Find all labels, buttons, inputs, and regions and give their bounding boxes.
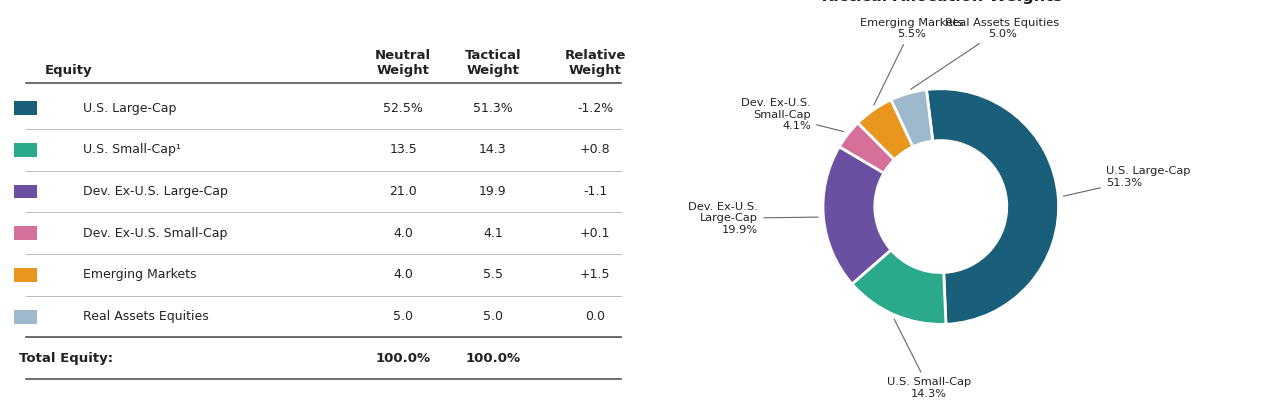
Text: Dev. Ex-U.S.
Small-Cap
4.1%: Dev. Ex-U.S. Small-Cap 4.1%	[741, 98, 844, 132]
Bar	[14, 310, 37, 324]
Text: Real Assets Equities: Real Assets Equities	[83, 310, 209, 323]
Text: 100.0%: 100.0%	[465, 352, 521, 365]
Text: Neutral
Weight: Neutral Weight	[375, 49, 431, 77]
Text: 4.0: 4.0	[393, 269, 413, 281]
Text: -1.1: -1.1	[584, 185, 607, 198]
Text: Relative
Weight: Relative Weight	[564, 49, 626, 77]
Text: Emerging Markets
5.5%: Emerging Markets 5.5%	[860, 18, 963, 105]
Text: -1.2%: -1.2%	[577, 102, 613, 115]
Text: 5.0: 5.0	[393, 310, 413, 323]
Text: Dev. Ex-U.S. Large-Cap: Dev. Ex-U.S. Large-Cap	[83, 185, 228, 198]
Text: Emerging Markets: Emerging Markets	[83, 269, 197, 281]
Bar	[14, 226, 37, 240]
Text: U.S. Large-Cap: U.S. Large-Cap	[83, 102, 177, 115]
Text: 21.0: 21.0	[389, 185, 417, 198]
Text: 4.1: 4.1	[483, 227, 503, 240]
Text: +1.5: +1.5	[580, 269, 611, 281]
Text: 14.3: 14.3	[479, 143, 507, 156]
Bar	[14, 185, 37, 198]
Text: U.S. Small-Cap
14.3%: U.S. Small-Cap 14.3%	[887, 319, 972, 399]
Text: 5.5: 5.5	[483, 269, 503, 281]
Wedge shape	[823, 147, 891, 284]
Wedge shape	[840, 123, 895, 173]
Text: 13.5: 13.5	[389, 143, 417, 156]
Text: Real Assets Equities
5.0%: Real Assets Equities 5.0%	[910, 18, 1059, 89]
Title: Tactical Allocation Weights: Tactical Allocation Weights	[819, 0, 1062, 4]
Text: U.S. Large-Cap
51.3%: U.S. Large-Cap 51.3%	[1064, 166, 1190, 196]
Text: Total Equity:: Total Equity:	[19, 352, 114, 365]
Bar	[14, 268, 37, 282]
Text: Dev. Ex-U.S. Small-Cap: Dev. Ex-U.S. Small-Cap	[83, 227, 228, 240]
Bar	[14, 101, 37, 115]
Text: Dev. Ex-U.S.
Large-Cap
19.9%: Dev. Ex-U.S. Large-Cap 19.9%	[689, 202, 818, 235]
Text: 100.0%: 100.0%	[375, 352, 431, 365]
Text: 19.9: 19.9	[479, 185, 507, 198]
Wedge shape	[891, 90, 933, 147]
Text: Equity: Equity	[45, 64, 92, 77]
Text: +0.1: +0.1	[580, 227, 611, 240]
Text: 0.0: 0.0	[585, 310, 605, 323]
Text: 52.5%: 52.5%	[383, 102, 424, 115]
Text: 5.0: 5.0	[483, 310, 503, 323]
Wedge shape	[852, 250, 946, 324]
Text: Tactical
Weight: Tactical Weight	[465, 49, 521, 77]
Text: 4.0: 4.0	[393, 227, 413, 240]
Wedge shape	[927, 89, 1059, 324]
Text: +0.8: +0.8	[580, 143, 611, 156]
Text: 51.3%: 51.3%	[472, 102, 513, 115]
Bar	[14, 143, 37, 157]
Text: U.S. Small-Cap¹: U.S. Small-Cap¹	[83, 143, 180, 156]
Wedge shape	[858, 100, 913, 160]
